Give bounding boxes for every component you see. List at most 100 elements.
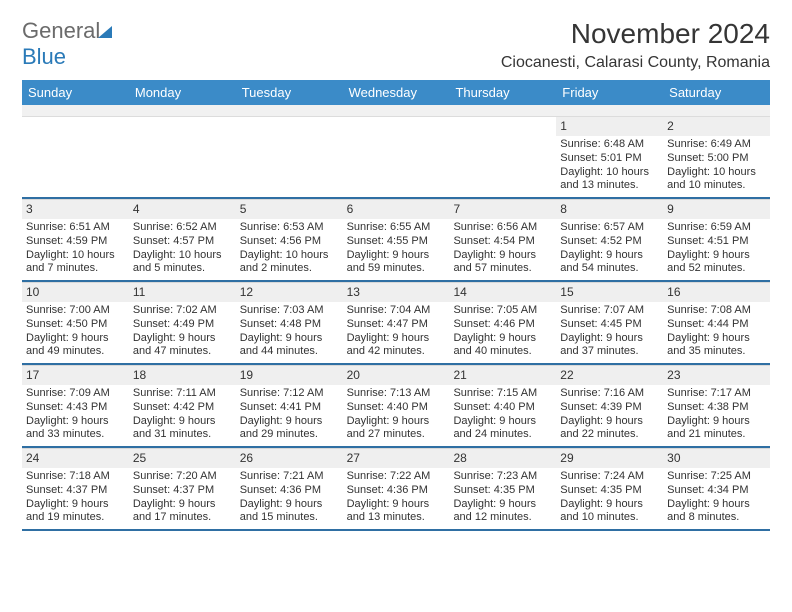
day-cell: 4Sunrise: 6:52 AMSunset: 4:57 PMDaylight… [129, 199, 236, 282]
sunset-text: Sunset: 5:01 PM [560, 152, 659, 166]
day-cell: 29Sunrise: 7:24 AMSunset: 4:35 PMDayligh… [556, 448, 663, 531]
day-cell: 22Sunrise: 7:16 AMSunset: 4:39 PMDayligh… [556, 365, 663, 448]
day-cell [236, 117, 343, 199]
day-number: 4 [129, 199, 236, 219]
day-cell: 1Sunrise: 6:48 AMSunset: 5:01 PMDaylight… [556, 117, 663, 199]
daylight-text: Daylight: 9 hours and 19 minutes. [26, 498, 125, 526]
day-number: 1 [556, 117, 663, 136]
sunrise-text: Sunrise: 7:08 AM [667, 304, 766, 318]
sunrise-text: Sunrise: 6:55 AM [347, 221, 446, 235]
day-number: 28 [449, 448, 556, 468]
day-cell: 11Sunrise: 7:02 AMSunset: 4:49 PMDayligh… [129, 282, 236, 365]
sunset-text: Sunset: 4:35 PM [453, 484, 552, 498]
day-header-thu: Thursday [449, 80, 556, 105]
calendar: Sunday Monday Tuesday Wednesday Thursday… [22, 80, 770, 531]
day-cell [449, 117, 556, 199]
sunrise-text: Sunrise: 7:04 AM [347, 304, 446, 318]
sunrise-text: Sunrise: 7:09 AM [26, 387, 125, 401]
day-cell: 18Sunrise: 7:11 AMSunset: 4:42 PMDayligh… [129, 365, 236, 448]
day-cell: 21Sunrise: 7:15 AMSunset: 4:40 PMDayligh… [449, 365, 556, 448]
sunrise-text: Sunrise: 7:03 AM [240, 304, 339, 318]
day-cell: 15 Sunrise: 7:07 AMSunset: 4:45 PMDayligh… [556, 282, 663, 365]
day-number: 29 [556, 448, 663, 468]
daylight-text: Daylight: 9 hours and 52 minutes. [667, 249, 766, 277]
day-cell: 25Sunrise: 7:20 AMSunset: 4:37 PMDayligh… [129, 448, 236, 531]
day-number: 5 [236, 199, 343, 219]
sunset-text: Sunset: 4:47 PM [347, 318, 446, 332]
sunrise-text: Sunrise: 7:18 AM [26, 470, 125, 484]
sunset-text: Sunset: 4:34 PM [667, 484, 766, 498]
day-number: 2 [663, 117, 770, 136]
day-number: 30 [663, 448, 770, 468]
daylight-text: Daylight: 9 hours and 37 minutes. [560, 332, 659, 360]
daylight-text: Daylight: 9 hours and 12 minutes. [453, 498, 552, 526]
day-number: 23 [663, 365, 770, 385]
day-cell: 3Sunrise: 6:51 AMSunset: 4:59 PMDaylight… [22, 199, 129, 282]
sunrise-text: Sunrise: 6:56 AM [453, 221, 552, 235]
day-number: 3 [22, 199, 129, 219]
title-block: November 2024 Ciocanesti, Calarasi Count… [501, 18, 770, 72]
daylight-text: Daylight: 9 hours and 47 minutes. [133, 332, 232, 360]
daylight-text: Daylight: 9 hours and 31 minutes. [133, 415, 232, 443]
daylight-text: Daylight: 10 hours and 2 minutes. [240, 249, 339, 277]
day-cell: 27Sunrise: 7:22 AMSunset: 4:36 PMDayligh… [343, 448, 450, 531]
week-row: 10Sunrise: 7:00 AMSunset: 4:50 PMDayligh… [22, 282, 770, 365]
sunset-text: Sunset: 4:45 PM [560, 318, 659, 332]
daylight-text: Daylight: 9 hours and 17 minutes. [133, 498, 232, 526]
day-cell [129, 117, 236, 199]
daylight-text: Daylight: 10 hours and 10 minutes. [667, 166, 766, 194]
day-number: 15 [556, 282, 663, 302]
day-number: 17 [22, 365, 129, 385]
sunrise-text: Sunrise: 7:24 AM [560, 470, 659, 484]
sunrise-text: Sunrise: 7:07 AM [560, 304, 659, 318]
daylight-text: Daylight: 9 hours and 21 minutes. [667, 415, 766, 443]
day-cell: 5Sunrise: 6:53 AMSunset: 4:56 PMDaylight… [236, 199, 343, 282]
daylight-text: Daylight: 9 hours and 59 minutes. [347, 249, 446, 277]
day-number: 27 [343, 448, 450, 468]
sunrise-text: Sunrise: 6:48 AM [560, 138, 659, 152]
sunrise-text: Sunrise: 6:52 AM [133, 221, 232, 235]
logo-word2: Blue [22, 44, 66, 69]
day-cell: 28Sunrise: 7:23 AMSunset: 4:35 PMDayligh… [449, 448, 556, 531]
sunset-text: Sunset: 4:55 PM [347, 235, 446, 249]
daylight-text: Daylight: 9 hours and 44 minutes. [240, 332, 339, 360]
day-header-fri: Friday [556, 80, 663, 105]
sunrise-text: Sunrise: 7:13 AM [347, 387, 446, 401]
sunset-text: Sunset: 4:54 PM [453, 235, 552, 249]
header: General Blue November 2024 Ciocanesti, C… [22, 18, 770, 72]
sunset-text: Sunset: 4:39 PM [560, 401, 659, 415]
sunset-text: Sunset: 4:37 PM [133, 484, 232, 498]
sunrise-text: Sunrise: 6:49 AM [667, 138, 766, 152]
week-row: 24Sunrise: 7:18 AMSunset: 4:37 PMDayligh… [22, 448, 770, 531]
day-cell: 8Sunrise: 6:57 AMSunset: 4:52 PMDaylight… [556, 199, 663, 282]
sunrise-text: Sunrise: 7:25 AM [667, 470, 766, 484]
day-header-sun: Sunday [22, 80, 129, 105]
sunrise-text: Sunrise: 7:02 AM [133, 304, 232, 318]
daylight-text: Daylight: 9 hours and 13 minutes. [347, 498, 446, 526]
sunset-text: Sunset: 4:40 PM [453, 401, 552, 415]
day-number: 24 [22, 448, 129, 468]
sunrise-text: Sunrise: 7:17 AM [667, 387, 766, 401]
week-row: 3Sunrise: 6:51 AMSunset: 4:59 PMDaylight… [22, 199, 770, 282]
daylight-text: Daylight: 9 hours and 42 minutes. [347, 332, 446, 360]
day-cell: 17Sunrise: 7:09 AMSunset: 4:43 PMDayligh… [22, 365, 129, 448]
sunrise-text: Sunrise: 7:12 AM [240, 387, 339, 401]
day-number: 10 [22, 282, 129, 302]
day-cell: 24 Sunrise: 7:18 AMSunset: 4:37 PMDayligh… [22, 448, 129, 531]
daylight-text: Daylight: 10 hours and 7 minutes. [26, 249, 125, 277]
daylight-text: Daylight: 9 hours and 49 minutes. [26, 332, 125, 360]
sunset-text: Sunset: 4:46 PM [453, 318, 552, 332]
day-header-row: Sunday Monday Tuesday Wednesday Thursday… [22, 80, 770, 105]
sunset-text: Sunset: 4:37 PM [26, 484, 125, 498]
daylight-text: Daylight: 9 hours and 15 minutes. [240, 498, 339, 526]
day-cell: 13Sunrise: 7:04 AMSunset: 4:47 PMDayligh… [343, 282, 450, 365]
day-number: 14 [449, 282, 556, 302]
day-cell: 26Sunrise: 7:21 AMSunset: 4:36 PMDayligh… [236, 448, 343, 531]
daylight-text: Daylight: 9 hours and 8 minutes. [667, 498, 766, 526]
sunrise-text: Sunrise: 6:59 AM [667, 221, 766, 235]
sunrise-text: Sunrise: 7:15 AM [453, 387, 552, 401]
logo-text: General Blue [22, 18, 112, 70]
daylight-text: Daylight: 9 hours and 54 minutes. [560, 249, 659, 277]
sunset-text: Sunset: 4:36 PM [347, 484, 446, 498]
sunset-text: Sunset: 4:36 PM [240, 484, 339, 498]
